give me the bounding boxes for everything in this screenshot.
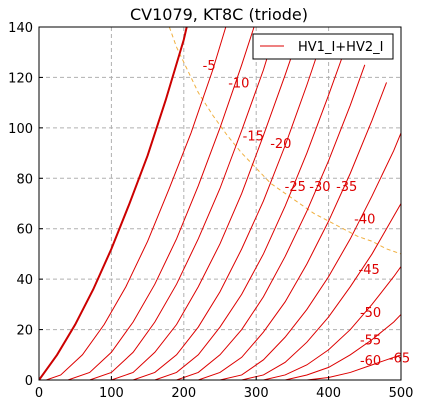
grid-curve-0	[39, 27, 188, 380]
chart-title: CV1079, KT8C (triode)	[130, 5, 308, 24]
grid-curve-minus-30	[154, 54, 344, 380]
y-tick-label: 0	[25, 374, 33, 389]
y-tick-label: 20	[16, 324, 33, 339]
x-tick-label: 100	[99, 386, 124, 401]
x-tick-label: 400	[316, 386, 341, 401]
x-tick-label: 300	[244, 386, 269, 401]
y-tick-label: 40	[16, 273, 33, 288]
curve-label: -45	[359, 263, 380, 278]
grid-curve-minus-20	[111, 36, 299, 380]
curve-label: -55	[360, 334, 381, 349]
y-tick-label: 120	[8, 71, 33, 86]
y-tick-label: 100	[8, 122, 33, 137]
grid-curve-minus-65	[306, 354, 401, 380]
curve-label: -50	[360, 306, 381, 321]
grid-curve-minus-55	[263, 266, 401, 380]
curve-label: -5	[203, 59, 216, 74]
grid-curve-minus-50	[241, 203, 401, 380]
grid-curve-minus-10	[67, 27, 255, 380]
y-tick-label: 140	[8, 21, 33, 36]
curve-labels-layer: -5 -10 -15 -20 -25 -30 -35 -40 -45 -50 -55 -60 -65	[203, 59, 411, 369]
x-tick-label: 200	[171, 386, 196, 401]
dissipation-curve	[168, 27, 401, 255]
curves-layer	[39, 27, 401, 380]
y-tick-label: 60	[16, 223, 33, 238]
grid-curve-minus-60	[285, 314, 401, 380]
ticks-layer: 0 100 200 300 400 500 0 20 40 60 80 100 120 140	[8, 21, 413, 401]
curve-label: -15	[243, 129, 264, 144]
curve-label: -20	[270, 137, 291, 152]
legend: HV1_I+HV2_I	[252, 33, 394, 60]
grid-curve-minus-15	[89, 34, 275, 380]
curve-label: -10	[228, 76, 249, 91]
legend-label: HV1_I+HV2_I	[298, 40, 383, 55]
grid-curve-minus-25	[132, 41, 322, 380]
grid-curve-minus-5	[46, 27, 227, 380]
grid-layer	[39, 27, 401, 380]
grid-curve-minus-35	[176, 64, 366, 380]
x-tick-label: 0	[35, 386, 43, 401]
y-tick-label: 80	[16, 172, 33, 187]
curve-label: -65	[389, 351, 410, 366]
curve-label: -60	[360, 354, 381, 369]
curve-label: -25	[285, 180, 306, 195]
curve-label: -30	[309, 180, 330, 195]
grid-curve-minus-40	[198, 82, 387, 380]
x-tick-label: 500	[389, 386, 414, 401]
curve-label: -40	[354, 213, 375, 228]
plot-frame	[38, 26, 402, 381]
curve-label: -35	[336, 180, 357, 195]
grid-curve-minus-45	[219, 132, 401, 380]
